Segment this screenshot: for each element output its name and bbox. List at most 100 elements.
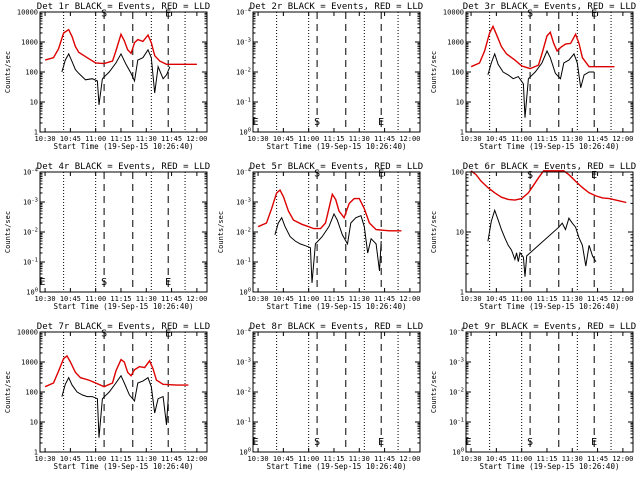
x-tick-label: 10:45 [273,455,294,463]
x-tick-label: 10:30 [461,295,482,303]
y-axis-label: Counts/sec [4,51,12,93]
panel-title: Det 7r BLACK = Events, RED = LLD [37,322,210,332]
panel-title: Det 4r BLACK = Events, RED = LLD [37,162,210,172]
start-end-marker: E [165,9,171,20]
x-tick-label: 11:45 [587,135,608,143]
y-axis-label: Counts/sec [4,211,12,253]
x-tick-label: 11:00 [85,295,106,303]
x-tick-label: 12:00 [186,135,207,143]
panel-title: Det 1r BLACK = Events, RED = LLD [37,2,210,12]
x-tick-label: 11:15 [536,295,557,303]
panel-det-9r: 10:30 10:45 11:00 11:15 11:30 11:45 12:00 100 10… [430,322,636,471]
y-tick-label: 10-2 [236,68,251,77]
x-tick-label: 10:45 [273,295,294,303]
y-tick-label: 100 [25,69,38,77]
panel-det-4r: 10:30 10:45 11:00 11:15 11:30 11:45 12:00 100 10… [4,162,210,311]
y-axis-label: Counts/sec [430,371,438,413]
x-tick-label: 10:45 [486,455,507,463]
x-tick-label: 12:00 [399,295,420,303]
panel-det-1r: 10:30 10:45 11:00 11:15 11:30 11:45 12:00 1 10 10… [4,2,210,151]
y-tick-label: 10-2 [236,228,251,237]
x-tick-label: 11:00 [511,135,532,143]
y-tick-label: 10-1 [236,418,251,427]
x-axis-label: Start Time (19-Sep-15 10:26:40) [54,302,194,311]
y-tick-label: 10 [456,229,464,237]
x-axis-label: Start Time (19-Sep-15 10:26:40) [267,142,407,151]
panel-title: Det 8r BLACK = Events, RED = LLD [250,322,423,332]
y-tick-label: 1 [34,449,38,457]
start-end-marker: E [591,437,597,448]
lld-series-line [470,24,615,70]
y-tick-label: 1000 [21,39,38,47]
x-tick-label: 11:15 [323,135,344,143]
start-end-marker: E [378,117,384,128]
y-tick-label: 10-1 [449,418,464,427]
y-tick-label: 1000 [21,359,38,367]
start-end-marker: S [314,437,320,448]
x-tick-label: 10:45 [486,295,507,303]
panel-det-8r: 10:30 10:45 11:00 11:15 11:30 11:45 12:00 100 10… [236,322,423,471]
panel-det-7r: 10:30 10:45 11:00 11:15 11:30 11:45 12:00 1 10 10… [4,322,210,471]
start-end-marker: S [527,9,533,20]
x-tick-label: 10:30 [461,135,482,143]
start-end-marker: S [101,329,107,340]
panel-title: Det 9r BLACK = Events, RED = LLD [463,322,636,332]
start-end-marker: S [527,437,533,448]
panel-title: Det 3r BLACK = Events, RED = LLD [463,2,636,12]
x-axis-label: Start Time (19-Sep-15 10:26:40) [480,462,620,471]
y-tick-label: 10-1 [23,258,38,267]
x-tick-label: 12:00 [612,295,633,303]
x-axis-label: Start Time (19-Sep-15 10:26:40) [54,142,194,151]
start-end-marker: S [314,117,320,128]
x-tick-label: 10:45 [60,295,81,303]
x-tick-label: 10:45 [486,135,507,143]
x-tick-label: 11:30 [136,135,157,143]
y-tick-label: 10-4 [23,168,39,177]
y-tick-label: 10-2 [449,388,464,397]
x-tick-label: 12:00 [186,295,207,303]
x-tick-label: 11:30 [136,295,157,303]
start-end-marker: E [591,170,597,181]
start-end-marker: E [165,277,171,288]
x-tick-label: 11:45 [587,295,608,303]
panel-det-3r: 10:30 10:45 11:00 11:15 11:30 11:45 12:00 1 10 10… [430,2,636,151]
plot-frame [39,331,208,453]
y-axis-label: Counts/sec [430,51,438,93]
x-tick-label: 11:30 [349,295,370,303]
x-tick-label: 11:45 [161,455,182,463]
start-end-marker: E [165,329,171,340]
events-series-line [61,374,169,438]
start-end-marker: E [378,437,384,448]
y-tick-label: 10-1 [236,258,251,267]
start-end-marker: S [314,169,320,180]
y-tick-label: 1 [460,289,464,297]
x-tick-label: 11:00 [85,455,106,463]
x-tick-label: 11:15 [110,135,131,143]
plot-frame [465,331,634,453]
y-tick-label: 10 [456,99,464,107]
y-tick-label: 100 [452,448,464,457]
panel-title: Det 2r BLACK = Events, RED = LLD [250,2,423,12]
panel-det-2r: 10:30 10:45 11:00 11:15 11:30 11:45 12:00 100 10… [236,2,423,151]
start-end-marker: S [101,277,107,288]
events-series-line [274,212,382,284]
start-end-marker: E [253,117,259,128]
y-tick-label: 100 [451,69,464,77]
y-tick-label: 100 [26,288,38,297]
x-axis-label: Start Time (19-Sep-15 10:26:40) [480,302,620,311]
x-tick-label: 11:15 [536,135,557,143]
x-tick-label: 10:30 [35,455,56,463]
x-tick-label: 10:45 [273,135,294,143]
plot-frame [252,11,421,133]
start-end-marker: S [101,9,107,20]
x-tick-label: 12:00 [186,455,207,463]
y-tick-label: 100 [239,128,251,137]
x-axis-label: Start Time (19-Sep-15 10:26:40) [54,462,194,471]
x-tick-label: 11:15 [110,295,131,303]
x-tick-label: 12:00 [612,135,633,143]
y-tick-label: 10-3 [236,198,251,207]
y-tick-label: 10-4 [236,168,252,177]
events-series-line [487,49,595,118]
y-tick-label: 10-4 [236,328,252,337]
